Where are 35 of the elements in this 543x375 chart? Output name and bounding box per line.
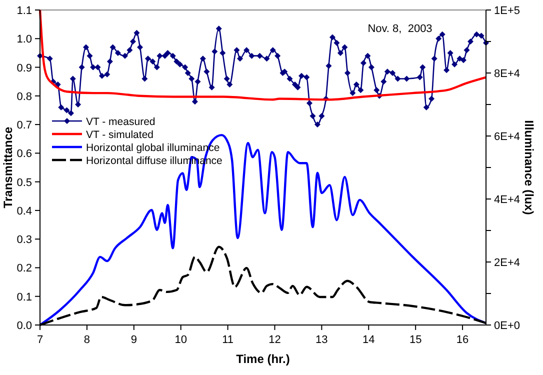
y2-tick-label: 8E+4 — [494, 68, 520, 80]
y2-axis-title: Illuminance (lux) — [522, 120, 536, 215]
x-tick-label: 11 — [222, 334, 234, 346]
x-tick-label: 15 — [409, 334, 422, 346]
y-tick-label: 0.7 — [16, 120, 32, 132]
x-tick-label: 7 — [36, 334, 44, 346]
y-tick-label: 0.6 — [16, 148, 32, 160]
y-tick-label: 0.8 — [16, 90, 32, 103]
y-tick-label: 0.1 — [16, 291, 32, 304]
y-tick-label: 0.3 — [16, 234, 32, 246]
line-series — [38, 8, 488, 101]
x-tick-label: 14 — [362, 334, 375, 346]
annotation: Nov. 8, 2003 — [368, 23, 432, 35]
y-tick-label: 0.5 — [16, 176, 32, 189]
legend-label: VT - simulated — [86, 129, 154, 141]
x-tick-label: 12 — [268, 334, 281, 346]
y2-tick-label: 2E+4 — [494, 257, 520, 269]
y-tick-label: 1.0 — [16, 34, 32, 46]
x-tick-label: 13 — [316, 334, 328, 346]
legend-label: VT - measured — [86, 116, 156, 128]
y2-tick-label: 0E+0 — [494, 320, 520, 332]
y2-tick-label: 4E+4 — [494, 194, 520, 206]
x-axis-title: Time (hr.) — [236, 352, 290, 366]
y-tick-label: 0.0 — [16, 320, 32, 332]
y-axis-title: Transmittance — [1, 126, 15, 208]
y2-tick-label: 1E+5 — [494, 5, 520, 17]
y-tick-label: 0.4 — [16, 205, 32, 218]
x-tick-label: 16 — [456, 334, 469, 346]
x-tick-label: 10 — [174, 334, 187, 346]
x-tick-label: 8 — [84, 334, 90, 346]
x-tick-label: 9 — [130, 334, 137, 346]
y-tick-label: 1.1 — [16, 5, 32, 17]
y2-tick-label: 6E+4 — [494, 131, 520, 143]
y-tick-label: 0.2 — [16, 262, 32, 275]
y-tick-label: 0.9 — [16, 62, 32, 74]
